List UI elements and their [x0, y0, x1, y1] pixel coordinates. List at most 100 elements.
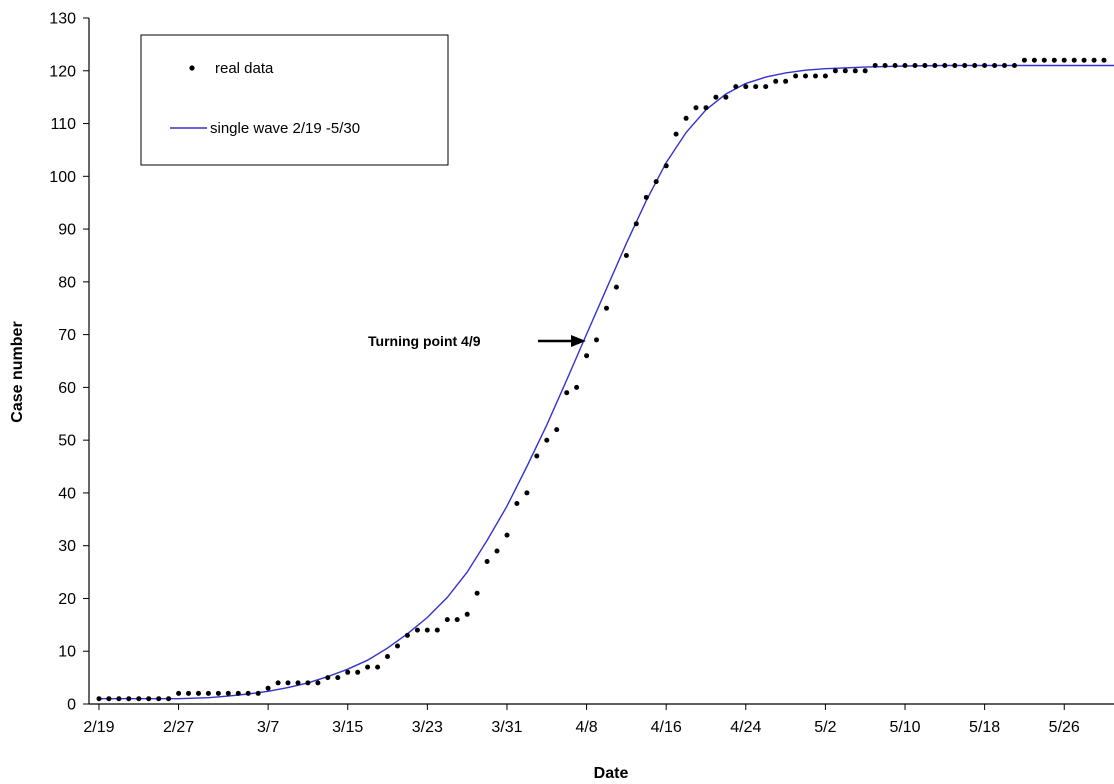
- data-point: [574, 384, 580, 390]
- data-point: [1061, 57, 1067, 63]
- data-point: [285, 680, 291, 686]
- turning-point-annotation: Turning point 4/9: [368, 333, 586, 349]
- data-point: [852, 68, 858, 74]
- data-point: [942, 63, 948, 68]
- data-point: [1081, 57, 1087, 63]
- y-tick-label: 0: [67, 697, 76, 714]
- x-tick-label: 3/23: [412, 719, 443, 736]
- y-tick-label: 110: [50, 116, 76, 133]
- x-axis: 2/19 2/27 3/7 3/15 3/23 3/31 4/8 4/16 4/24 5/2 5/1…: [83, 704, 1080, 736]
- data-point: [564, 390, 570, 396]
- data-point: [594, 337, 599, 343]
- data-point: [653, 179, 659, 185]
- x-tick-label: 3/15: [332, 719, 363, 736]
- data-point: [186, 690, 191, 696]
- data-point: [693, 105, 699, 111]
- data-point: [872, 63, 878, 68]
- data-point: [793, 73, 799, 79]
- data-point: [803, 73, 808, 79]
- data-point: [156, 696, 162, 702]
- legend-box: [140, 34, 449, 166]
- data-point: [215, 690, 221, 696]
- y-tick-label: 20: [58, 591, 76, 608]
- data-point: [643, 194, 649, 200]
- data-point: [315, 680, 321, 686]
- x-tick-label: 2/27: [163, 719, 194, 736]
- data-point: [1041, 57, 1047, 63]
- data-point: [982, 63, 988, 68]
- plot-frame: [88, 18, 1114, 705]
- x-tick-label: 4/8: [575, 719, 597, 736]
- data-point: [952, 63, 958, 68]
- legend: real data single wave 2/19 -5/30: [140, 34, 449, 166]
- x-axis-title: Date: [594, 765, 629, 782]
- data-point: [912, 63, 918, 68]
- data-point: [743, 84, 749, 90]
- data-point: [604, 305, 609, 311]
- data-point: [385, 654, 390, 659]
- y-tick-label: 10: [58, 644, 76, 661]
- data-point: [434, 627, 440, 633]
- data-point: [892, 63, 898, 68]
- x-tick-label: 2/19: [83, 719, 114, 736]
- y-tick-label: 40: [58, 485, 76, 502]
- real-data-series: [96, 57, 1107, 702]
- legend-marker-real-data: [189, 65, 195, 71]
- data-point: [524, 490, 530, 496]
- data-point: [275, 680, 281, 686]
- y-tick-label: 70: [58, 327, 76, 344]
- data-point: [494, 548, 500, 554]
- data-point: [962, 63, 968, 68]
- y-axis-title: Case number: [9, 321, 26, 422]
- data-point: [613, 284, 619, 290]
- data-point: [335, 675, 341, 681]
- x-tick-label: 5/2: [814, 719, 836, 736]
- y-tick-label: 120: [49, 63, 76, 80]
- data-point: [166, 696, 172, 702]
- data-point: [404, 632, 410, 638]
- data-point: [255, 690, 261, 696]
- data-point: [345, 669, 351, 675]
- data-point: [484, 559, 490, 564]
- data-point: [773, 78, 779, 84]
- data-point: [922, 63, 928, 68]
- data-point: [733, 84, 739, 90]
- y-tick-label: 50: [58, 433, 76, 450]
- y-axis: 0 10 20 30 40 50 60 70 80 90 100 110 120 130: [49, 11, 89, 714]
- data-point: [245, 690, 251, 696]
- data-point: [633, 221, 639, 227]
- fit-curve-line: [99, 64, 1114, 700]
- data-point: [395, 643, 400, 649]
- data-point: [713, 94, 719, 100]
- data-point: [1101, 57, 1107, 63]
- data-point: [414, 627, 420, 633]
- data-point: [96, 696, 102, 702]
- data-point: [365, 664, 371, 670]
- data-point: [136, 696, 142, 702]
- data-point: [424, 627, 430, 633]
- data-point: [822, 73, 828, 79]
- data-point: [584, 353, 590, 359]
- y-tick-label: 100: [49, 169, 76, 186]
- data-point: [763, 84, 769, 90]
- data-point: [205, 690, 211, 696]
- data-point: [196, 690, 201, 696]
- data-point: [1012, 63, 1017, 68]
- data-point: [723, 94, 729, 100]
- y-tick-label: 60: [58, 380, 76, 397]
- data-point: [882, 63, 888, 68]
- y-tick-label: 130: [49, 11, 76, 28]
- y-tick-label: 80: [58, 274, 76, 291]
- y-tick-label: 30: [58, 538, 76, 555]
- legend-label-single-wave: single wave 2/19 -5/30: [210, 120, 360, 137]
- turning-point-label: Turning point 4/9: [368, 333, 481, 349]
- data-point: [464, 611, 470, 617]
- data-point: [902, 63, 908, 68]
- x-tick-label: 4/24: [730, 719, 761, 736]
- data-point: [554, 427, 560, 433]
- data-point: [992, 63, 998, 68]
- x-tick-label: 5/18: [969, 719, 1000, 736]
- data-point: [474, 590, 480, 596]
- data-point: [1091, 57, 1097, 63]
